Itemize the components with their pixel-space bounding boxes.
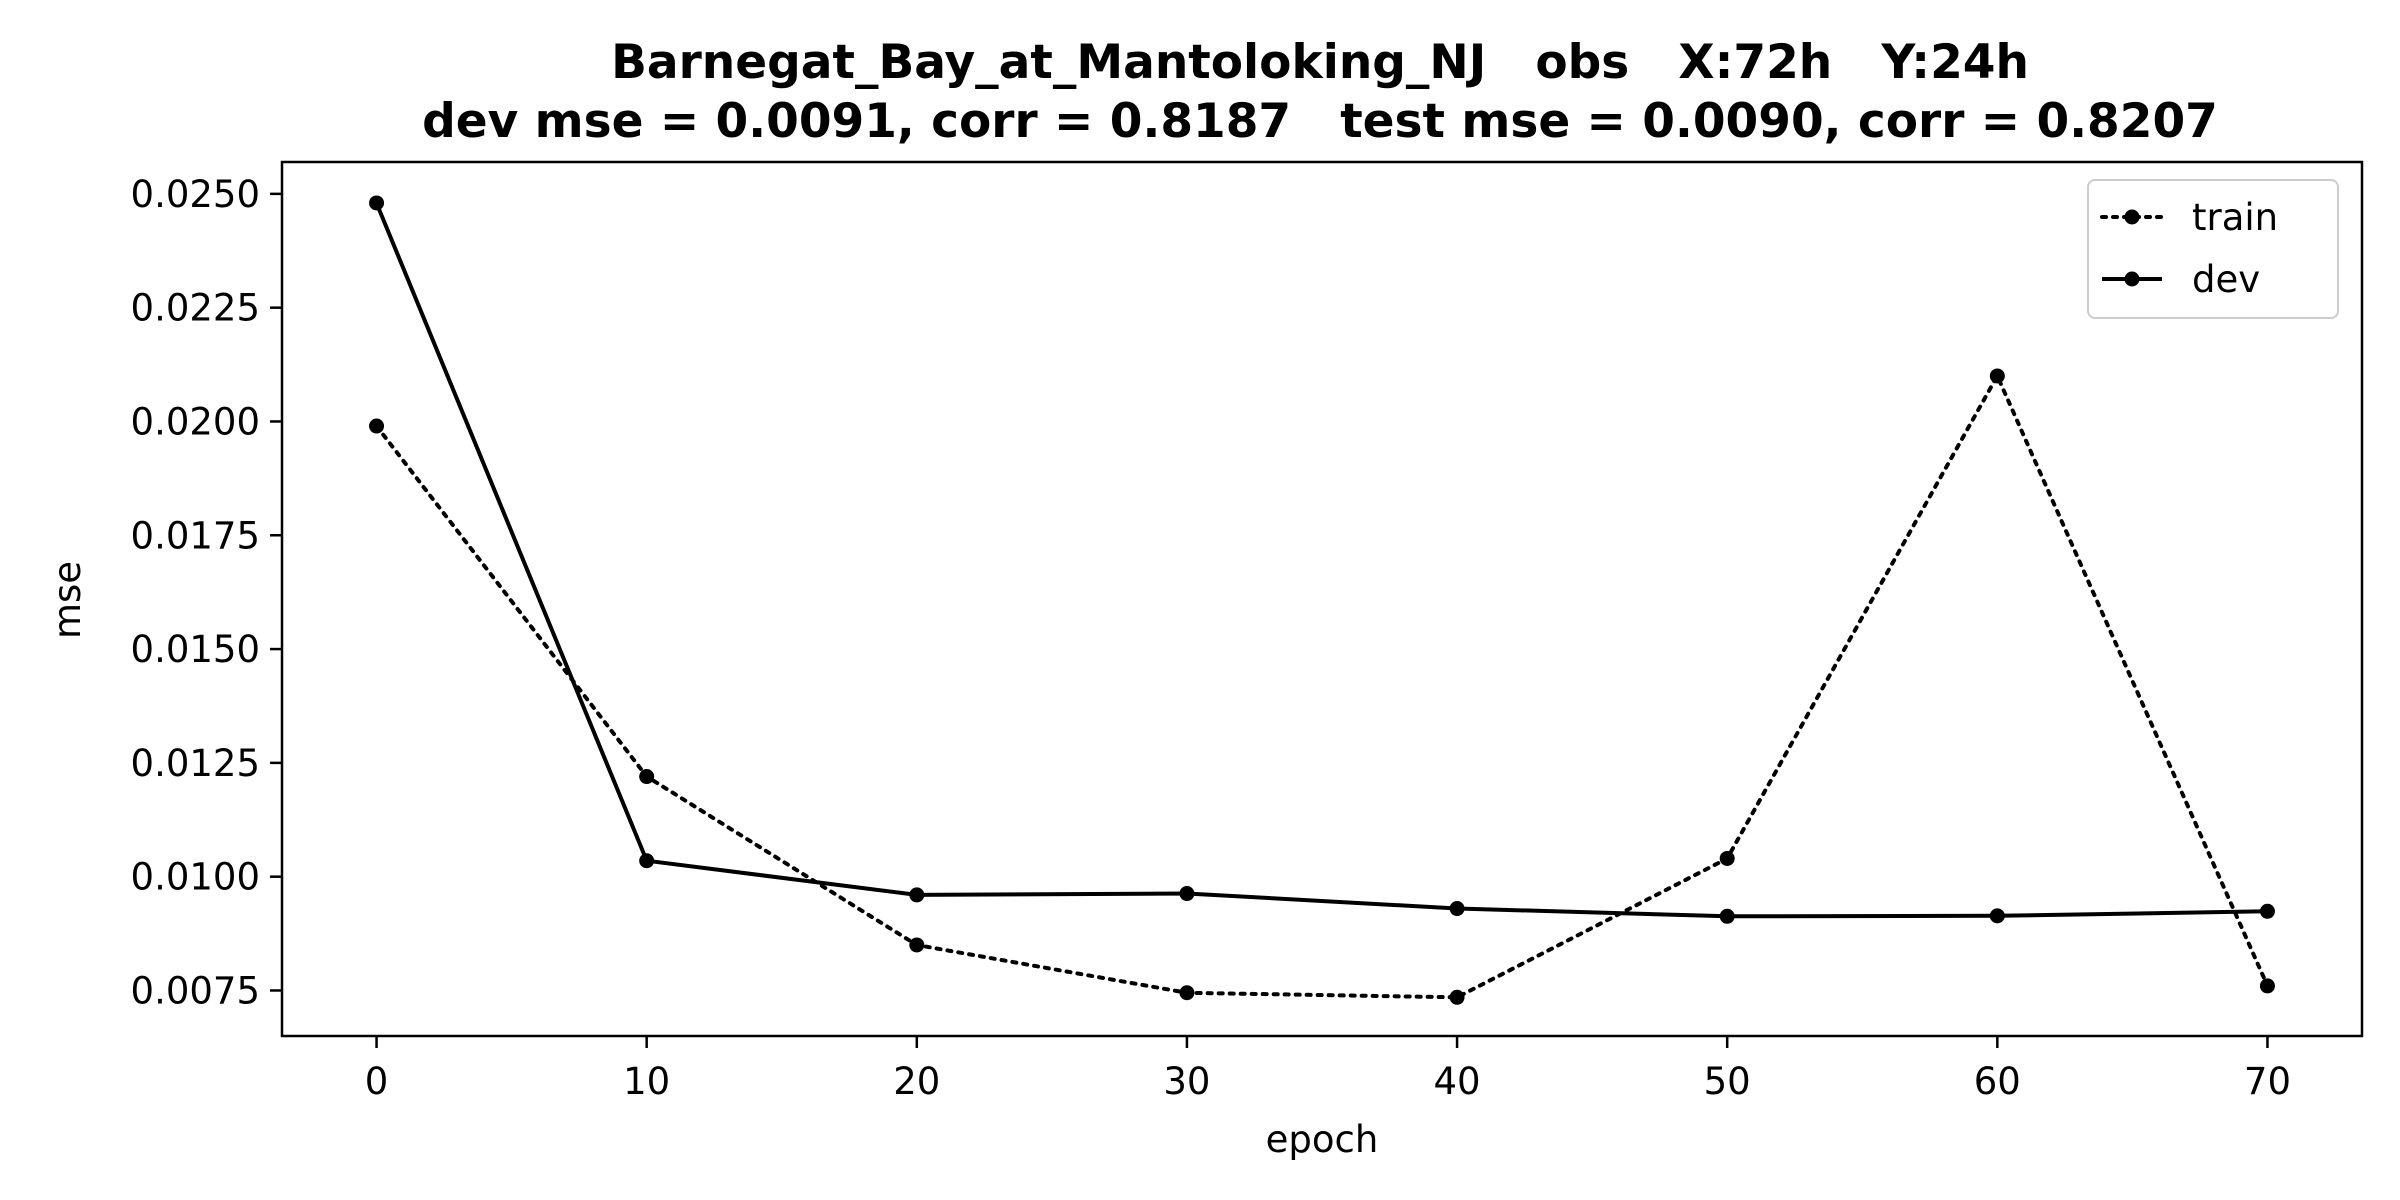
x-axis-label: epoch [1266, 1118, 1379, 1161]
legend-box [2087, 179, 2339, 319]
y-tick-label: 0.0100 [131, 856, 260, 899]
data-point-train [639, 769, 655, 785]
series-line-dev [374, 202, 2268, 919]
data-point-dev [1449, 901, 1465, 917]
legend-marker-dev [2124, 271, 2140, 287]
x-tick-label: 50 [1704, 1060, 1751, 1103]
plot-frame [280, 160, 2364, 1038]
x-tick-label: 20 [893, 1060, 940, 1103]
data-point-dev [1989, 908, 2005, 924]
series-train [369, 368, 2275, 1005]
legend: train dev [2087, 179, 2339, 319]
y-tick-label: 0.0225 [131, 287, 260, 330]
x-tick-label: 60 [1974, 1060, 2021, 1103]
legend-label-train: train [2192, 196, 2278, 239]
series-layer [369, 195, 2275, 1005]
data-point-dev [2259, 903, 2275, 919]
data-point-train [369, 418, 385, 434]
chart-title-line1: Barnegat_Bay_at_Mantoloking_NJ obs X:72h… [611, 35, 2029, 90]
y-tick-label: 0.0125 [131, 742, 260, 785]
series-dev [369, 195, 2275, 924]
data-point-dev [369, 195, 385, 211]
x-tick-label: 40 [1434, 1060, 1481, 1103]
data-point-train [1989, 368, 2005, 384]
x-tick-label: 70 [2244, 1060, 2291, 1103]
y-tick-label: 0.0200 [131, 400, 260, 443]
legend-marker-train [2124, 209, 2140, 225]
y-axis: 0.0075 0.0100 0.0125 0.0150 0.0175 0.0200 0.02… [131, 173, 282, 1012]
data-point-dev [639, 853, 655, 869]
legend-entries: train dev [2100, 196, 2278, 301]
data-point-train [909, 937, 925, 953]
data-point-train [1179, 985, 1195, 1001]
legend-label-dev: dev [2192, 258, 2260, 301]
y-tick-label: 0.0075 [131, 969, 260, 1012]
y-tick-label: 0.0150 [131, 628, 260, 671]
chart-title-line2: dev mse = 0.0091, corr = 0.8187 test mse… [422, 94, 2218, 149]
data-point-dev [909, 887, 925, 903]
data-point-train [1719, 850, 1735, 866]
y-tick-label: 0.0175 [131, 514, 260, 557]
data-point-train [1449, 989, 1465, 1005]
x-tick-label: 0 [365, 1060, 389, 1103]
data-point-dev [1719, 908, 1735, 924]
data-point-train [2259, 978, 2275, 994]
x-tick-label: 10 [623, 1060, 670, 1103]
y-tick-label: 0.0250 [131, 173, 260, 216]
x-axis: 0 10 20 30 40 50 60 70 [365, 1036, 2291, 1103]
y-axis-label: mse [46, 561, 89, 639]
series-line-train [374, 371, 2270, 1000]
data-point-dev [1179, 886, 1195, 902]
x-tick-label: 30 [1163, 1060, 1210, 1103]
